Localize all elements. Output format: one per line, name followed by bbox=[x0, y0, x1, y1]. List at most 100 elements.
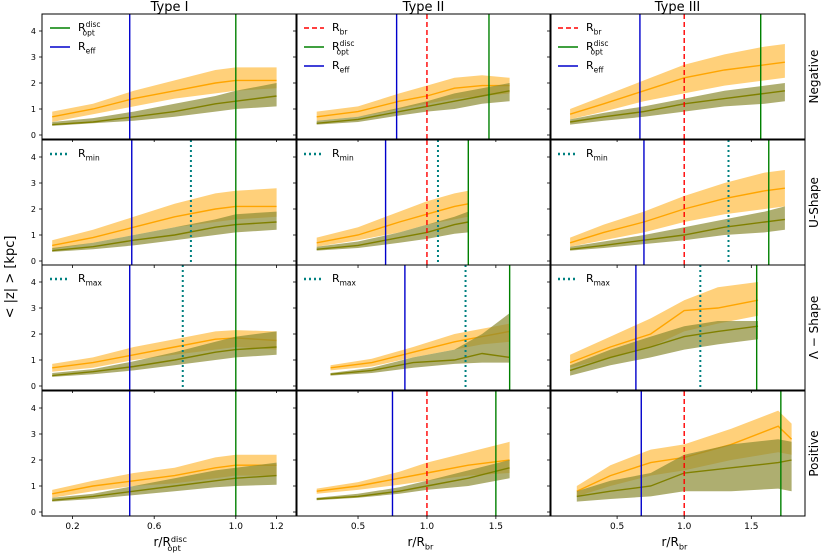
olive-line bbox=[569, 325, 759, 372]
orange-line bbox=[316, 459, 510, 492]
panel-frame bbox=[295, 390, 552, 517]
legend-label-r-eff: Reff bbox=[586, 59, 604, 74]
panel-plot-area bbox=[316, 14, 510, 139]
x-tick-label: 1.0 bbox=[229, 522, 244, 532]
y-tick-label: 1 bbox=[31, 356, 36, 365]
x-tick-label: 1.0 bbox=[677, 522, 692, 532]
olive-line bbox=[316, 221, 469, 250]
y-tick-label: 1 bbox=[31, 482, 36, 491]
panel-frame bbox=[41, 390, 298, 517]
x-tick-label: 0.5 bbox=[351, 522, 365, 532]
panel-frame bbox=[295, 13, 552, 140]
olive-band bbox=[570, 321, 758, 376]
column-title: Type II bbox=[402, 0, 445, 15]
x-tick-label: 1.5 bbox=[744, 522, 758, 532]
orange-line bbox=[569, 299, 759, 364]
y-tick-label: 3 bbox=[31, 179, 36, 188]
orange-line bbox=[569, 61, 785, 115]
panel-2-2 bbox=[547, 264, 806, 393]
panel-plot-area bbox=[569, 140, 785, 265]
legend-label-r-opt-disc: Rdisc opt bbox=[586, 39, 608, 56]
legend-label-r-max: Rmax bbox=[586, 272, 611, 287]
panel-frame bbox=[41, 13, 298, 140]
olive-band bbox=[52, 462, 277, 502]
legend-label-r-max: Rmax bbox=[332, 272, 357, 287]
olive-band bbox=[576, 439, 792, 502]
orange-band bbox=[316, 441, 510, 494]
panel-frame bbox=[549, 390, 806, 517]
y-axis-label: < |z| > [kpc] bbox=[3, 236, 18, 319]
y-tick-label: 4 bbox=[31, 153, 36, 162]
y-tick-label: 0 bbox=[31, 508, 36, 517]
olive-band bbox=[570, 206, 785, 251]
panel-plot-area bbox=[316, 391, 510, 516]
panel-plot-area bbox=[569, 265, 759, 390]
olive-band bbox=[316, 460, 510, 501]
row-label: Positive bbox=[807, 430, 821, 476]
y-tick-label: 4 bbox=[31, 404, 36, 413]
olive-line bbox=[330, 352, 510, 375]
column-title: Type III bbox=[654, 0, 701, 15]
row-label: U-Shape bbox=[807, 177, 821, 228]
panel-plot-area bbox=[52, 14, 277, 139]
x-tick-label: 1.2 bbox=[269, 522, 283, 532]
olive-line bbox=[570, 218, 785, 250]
panel-0-2 bbox=[547, 13, 806, 142]
legend-label-r-max: Rmax bbox=[78, 272, 103, 287]
panel-frame bbox=[295, 264, 552, 391]
panel-plot-area bbox=[52, 265, 277, 390]
orange-line bbox=[316, 203, 469, 244]
panel-plot-area bbox=[316, 140, 469, 265]
orange-band bbox=[52, 67, 277, 122]
row-label: Negative bbox=[807, 50, 821, 104]
panel-plot-area bbox=[330, 265, 511, 390]
x-axis-label: r/Rbr bbox=[408, 535, 435, 552]
y-tick-label: 3 bbox=[31, 53, 36, 62]
x-axis-label: r/Rdisc opt bbox=[154, 534, 188, 553]
panel-1-2 bbox=[547, 139, 806, 268]
legend-label-r-eff: Reff bbox=[78, 40, 96, 55]
y-tick-label: 3 bbox=[31, 304, 36, 313]
panel-2-0: 0 1 2 3 4 bbox=[31, 264, 298, 393]
panel-frame bbox=[549, 264, 806, 391]
x-tick-label: 1.0 bbox=[420, 522, 435, 532]
y-tick-label: 2 bbox=[31, 330, 36, 339]
panel-plot-area bbox=[52, 140, 277, 265]
panel-plot-area bbox=[576, 391, 793, 516]
legend-label-r-br: Rbr bbox=[332, 21, 348, 36]
x-tick-label: 0.5 bbox=[610, 522, 624, 532]
y-tick-label: 0 bbox=[31, 382, 36, 391]
x-tick-label: 0.6 bbox=[147, 522, 162, 532]
panel-frame bbox=[41, 264, 298, 391]
panel-frame bbox=[549, 13, 806, 140]
y-tick-label: 1 bbox=[31, 105, 36, 114]
y-tick-label: 4 bbox=[31, 27, 36, 36]
panel-0-0: 0 1 2 3 4 bbox=[31, 13, 298, 142]
legend-label-r-min: Rmin bbox=[78, 147, 100, 162]
y-tick-label: 1 bbox=[31, 231, 36, 240]
panel-3-1: 0.5 1.0 1.5 bbox=[293, 390, 552, 532]
y-tick-label: 0 bbox=[31, 257, 36, 266]
row-label: Λ − Shape bbox=[807, 296, 821, 359]
panel-0-1 bbox=[293, 13, 552, 142]
x-tick-label: 1.5 bbox=[489, 522, 503, 532]
y-tick-label: 2 bbox=[31, 79, 36, 88]
y-tick-label: 3 bbox=[31, 430, 36, 439]
legend-label-r-opt-disc: Rdisc opt bbox=[78, 20, 100, 37]
olive-band bbox=[52, 211, 277, 252]
x-axis-label: r/Rbr bbox=[662, 535, 689, 552]
x-tick-label: 0.2 bbox=[65, 522, 79, 532]
orange-band bbox=[316, 190, 469, 247]
panel-3-0: 0 1 2 3 4 0.2 0.6 1.0 1.2 bbox=[31, 390, 298, 532]
panel-1-1 bbox=[293, 139, 552, 268]
orange-band bbox=[570, 44, 785, 120]
olive-band bbox=[316, 83, 510, 125]
panel-1-0: 0 1 2 3 4 bbox=[31, 139, 298, 268]
legend-label-r-min: Rmin bbox=[332, 147, 354, 162]
orange-band bbox=[576, 410, 792, 497]
legend-label-r-eff: Reff bbox=[332, 59, 350, 74]
y-tick-label: 4 bbox=[31, 278, 36, 287]
olive-line bbox=[316, 467, 510, 500]
